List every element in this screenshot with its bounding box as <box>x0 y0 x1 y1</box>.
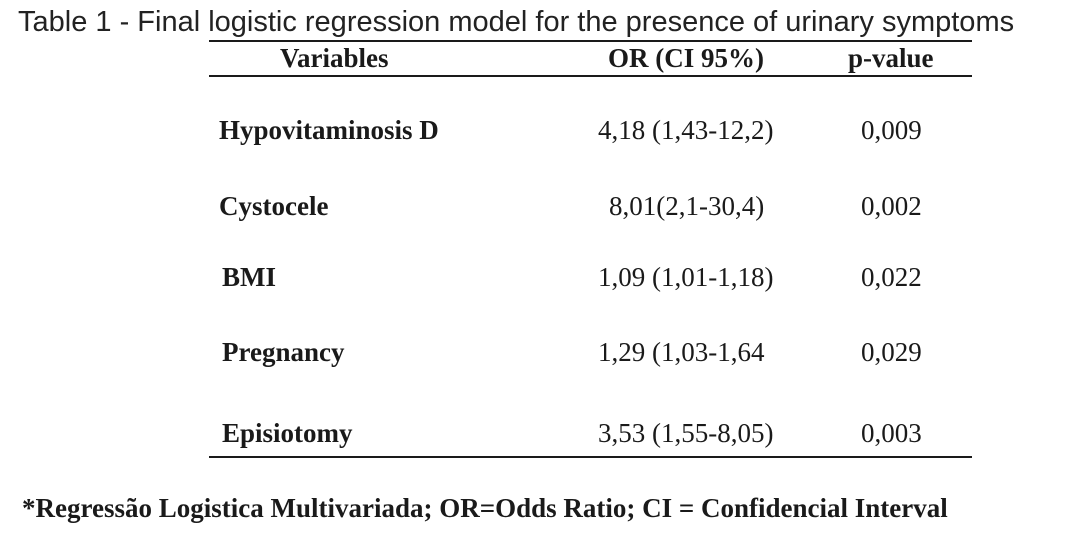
row-variable: Pregnancy <box>222 337 345 367</box>
table-bottom-rule <box>209 456 972 458</box>
row-p-value: 0,009 <box>861 115 922 145</box>
row-p-value: 0,003 <box>861 418 922 448</box>
row-odds-ratio: 1,09 (1,01-1,18) <box>598 262 774 292</box>
header-variables: Variables <box>280 43 389 73</box>
row-p-value: 0,002 <box>861 191 922 221</box>
row-variable: Cystocele <box>219 191 329 221</box>
table-caption: Table 1 - Final logistic regression mode… <box>18 6 1015 38</box>
row-variable: BMI <box>222 262 276 292</box>
row-odds-ratio: 3,53 (1,55-8,05) <box>598 418 774 448</box>
header-odds-ratio: OR (CI 95%) <box>608 43 764 73</box>
table-footnote: *Regressão Logistica Multivariada; OR=Od… <box>22 493 948 523</box>
row-odds-ratio: 8,01(2,1-30,4) <box>609 191 765 221</box>
header-p-value: p-value <box>848 43 934 73</box>
row-variable: Episiotomy <box>222 418 353 448</box>
row-p-value: 0,029 <box>861 337 922 367</box>
row-odds-ratio: 1,29 (1,03-1,64 <box>598 337 765 367</box>
row-variable: Hypovitaminosis D <box>219 115 439 145</box>
row-odds-ratio: 4,18 (1,43-12,2) <box>598 115 774 145</box>
table-top-rule <box>209 40 972 42</box>
row-p-value: 0,022 <box>861 262 922 292</box>
table-header-rule <box>209 75 972 77</box>
